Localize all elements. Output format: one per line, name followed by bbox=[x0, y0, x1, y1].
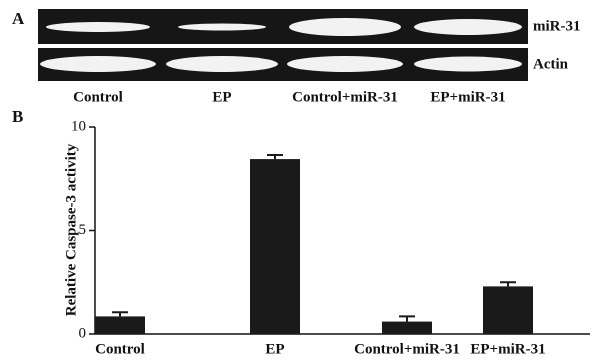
y-tick-label: 10 bbox=[71, 118, 86, 134]
x-tick-label: Control+miR-31 bbox=[354, 341, 460, 357]
x-tick-label: Control bbox=[95, 341, 145, 357]
panel-label: A bbox=[12, 9, 25, 28]
figure: A miR-31 Actin B Relative Caspase-3 acti… bbox=[0, 0, 598, 361]
bar bbox=[95, 316, 145, 334]
y-tick-label: 0 bbox=[79, 325, 87, 341]
error-bar bbox=[112, 312, 128, 316]
gel-band bbox=[178, 24, 266, 31]
panel-label: B bbox=[12, 107, 23, 126]
gel-row-label: miR-31 bbox=[533, 18, 581, 34]
lane-label: EP bbox=[212, 89, 231, 105]
gel-band bbox=[289, 18, 401, 36]
lane-label: Control+miR-31 bbox=[292, 89, 398, 105]
bar bbox=[483, 286, 533, 334]
error-bar bbox=[500, 282, 516, 286]
gel-band bbox=[40, 56, 156, 72]
bar bbox=[382, 322, 432, 334]
x-tick-label: EP bbox=[265, 341, 284, 357]
error-bar bbox=[267, 155, 283, 159]
error-bar bbox=[399, 316, 415, 321]
lane-label: Control bbox=[73, 89, 123, 105]
y-tick-label: 5 bbox=[79, 222, 87, 238]
gel-band bbox=[414, 57, 522, 72]
lane-label: EP+miR-31 bbox=[430, 89, 505, 105]
gel-row-label: Actin bbox=[533, 56, 569, 72]
gel-band bbox=[166, 56, 278, 72]
bar bbox=[250, 159, 300, 334]
gel-band bbox=[46, 22, 150, 32]
y-axis-label: Relative Caspase-3 activity bbox=[63, 143, 79, 316]
gel-band bbox=[287, 56, 403, 72]
x-tick-label: EP+miR-31 bbox=[470, 341, 545, 357]
gel-band bbox=[414, 19, 522, 35]
